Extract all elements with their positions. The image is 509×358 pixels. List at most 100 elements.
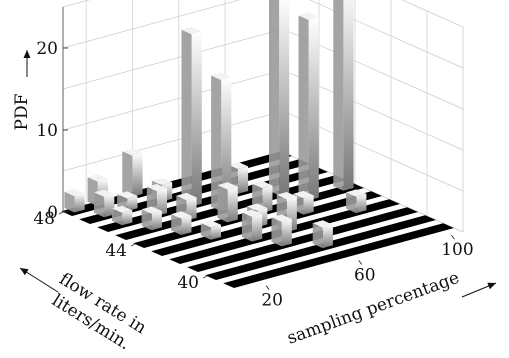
- x-tick-label: 20: [261, 291, 283, 311]
- bar: [141, 206, 162, 231]
- bar-face-front: [191, 31, 202, 207]
- y-tick-label: 48: [33, 209, 55, 229]
- bar-face-top: [146, 184, 167, 192]
- chart-grid: [62, 0, 464, 233]
- bar: [122, 148, 143, 197]
- bar-face-top: [252, 181, 273, 189]
- bar: [171, 211, 192, 235]
- bar-face-side: [333, 0, 344, 191]
- z-axis-arrow-head: [23, 50, 31, 58]
- bar: [94, 189, 115, 218]
- bar-face-side: [171, 214, 182, 235]
- bar-face-side: [181, 29, 192, 207]
- bar-face-top: [346, 189, 367, 197]
- bar-face-front: [210, 224, 221, 240]
- bar-face-front: [122, 210, 133, 226]
- z-tick-label: 10: [36, 121, 58, 141]
- bar-face-front: [132, 152, 143, 197]
- bar-face-top: [293, 190, 314, 199]
- bar-face-side: [64, 191, 75, 213]
- z-axis-label: PDF: [12, 93, 32, 130]
- y-axis-arrow-head: [20, 268, 29, 276]
- bar-face-top: [112, 205, 133, 213]
- bar-face-top: [64, 188, 85, 197]
- floor-stripe: [205, 215, 436, 280]
- bar-face-front: [308, 17, 319, 201]
- x-axis-arrow-head: [487, 282, 496, 290]
- bar: [217, 182, 238, 223]
- bar-face-side: [211, 75, 222, 212]
- bar-face-top: [171, 211, 192, 219]
- x-tick: [358, 260, 363, 265]
- x-tick: [265, 285, 270, 290]
- bar-face-front: [343, 0, 354, 191]
- z-tick-label: 20: [36, 39, 58, 59]
- bar-face-top: [211, 72, 232, 80]
- bar-face-front: [151, 211, 162, 231]
- bar: [117, 191, 138, 211]
- bar-face-top: [298, 12, 319, 20]
- bar-face-side: [346, 192, 357, 214]
- bar-face-top: [181, 26, 202, 35]
- bar: [241, 209, 263, 242]
- bar-face-top: [276, 192, 297, 200]
- grid-line-z: [62, 0, 464, 69]
- bar-face-front: [279, 0, 290, 196]
- bar: [64, 188, 85, 213]
- bar-face-front: [237, 166, 249, 194]
- bar-face-front: [156, 188, 167, 216]
- bar-face-side: [241, 212, 252, 242]
- bar: [200, 220, 221, 240]
- x-tick-label: 100: [441, 240, 473, 260]
- bar-face-front: [104, 194, 115, 218]
- bar-face-top: [151, 177, 173, 186]
- bar-face-top: [200, 220, 221, 228]
- bar-face-top: [141, 206, 162, 214]
- bar-face-side: [200, 223, 211, 240]
- bar-face-front: [127, 195, 138, 211]
- chart-axes: 0 10 20 20 60 100 40 44 48: [19, 7, 497, 311]
- bar-face-side: [217, 185, 228, 223]
- bar: [269, 0, 290, 196]
- bar: [333, 0, 354, 191]
- bar: [211, 72, 232, 212]
- y-tick: [58, 211, 64, 215]
- bar-face-side: [122, 151, 133, 197]
- bar-face-front: [281, 219, 292, 247]
- floor-stripe: [223, 223, 454, 288]
- y-tick-label: 40: [177, 273, 199, 293]
- x-tick: [451, 234, 455, 240]
- bar-face-side: [271, 217, 282, 247]
- bar: [312, 220, 333, 249]
- bar-face-top: [247, 203, 268, 211]
- bar-face-front: [252, 214, 263, 242]
- y-axis-label-group: flow rate in liters/min.: [48, 269, 149, 354]
- bar-face-front: [221, 77, 232, 212]
- bar-face-front: [322, 224, 333, 249]
- bar-face-side: [269, 0, 280, 196]
- bar-face-top: [122, 148, 143, 156]
- bar-face-front: [262, 185, 273, 213]
- bar: [346, 189, 367, 214]
- y-tick: [202, 275, 208, 279]
- bar-face-front: [74, 193, 85, 213]
- bar-face-top: [217, 182, 238, 190]
- bar-face-side: [312, 223, 323, 249]
- chart-bars: [64, 0, 367, 249]
- bar: [271, 214, 292, 247]
- bar-face-top: [271, 214, 292, 222]
- bar: [252, 181, 273, 213]
- bar-face-front: [303, 195, 314, 215]
- y-tick-label: 44: [105, 241, 127, 261]
- bar-face-top: [94, 189, 115, 197]
- bar-face-side: [112, 208, 123, 226]
- bar: [181, 26, 202, 207]
- bar-face-top: [117, 191, 138, 199]
- z-tick-label: 0: [47, 203, 58, 223]
- bar-face-front: [356, 193, 367, 214]
- bar-face-top: [176, 192, 197, 201]
- bar: [298, 12, 319, 201]
- bar-face-top: [87, 174, 108, 182]
- bar-face-side: [141, 209, 152, 231]
